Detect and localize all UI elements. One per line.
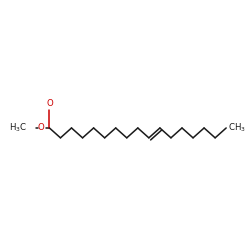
Text: $\mathregular{CH_3}$: $\mathregular{CH_3}$ — [228, 122, 246, 134]
Text: $\mathregular{H_3C}$: $\mathregular{H_3C}$ — [9, 122, 27, 134]
Text: O: O — [38, 124, 45, 132]
Text: O: O — [46, 99, 53, 108]
